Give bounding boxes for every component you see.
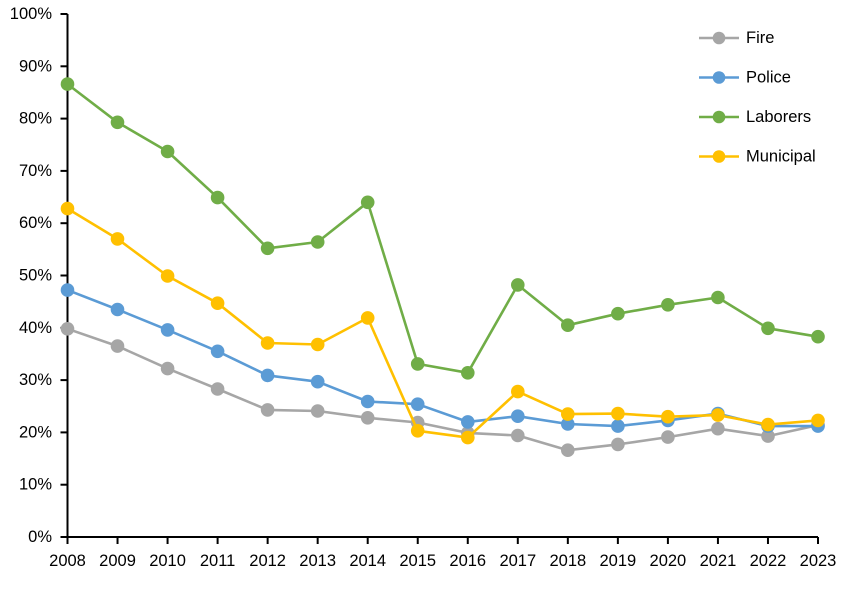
data-point-police-2009: [110, 302, 125, 317]
data-point-police-2008: [60, 283, 75, 297]
x-tick-label: 2019: [600, 552, 637, 570]
data-point-municipal-2013: [310, 337, 325, 352]
data-point-fire-2012: [260, 403, 275, 417]
data-point-municipal-2023: [811, 413, 825, 428]
data-point-municipal-2010: [160, 269, 175, 283]
data-point-municipal-2009: [110, 232, 125, 246]
x-tick-label: 2022: [750, 552, 787, 570]
data-point-laborers-2018: [561, 318, 575, 333]
data-point-police-2018: [561, 417, 575, 431]
y-tick-label: 30%: [19, 371, 52, 389]
legend-label-fire: Fire: [746, 29, 774, 47]
data-point-fire-2020: [661, 430, 675, 444]
data-point-laborers-2010: [160, 144, 175, 159]
data-point-municipal-2015: [410, 424, 425, 438]
legend-marker-fire: [712, 31, 726, 45]
data-point-police-2015: [410, 397, 425, 412]
data-point-municipal-2020: [661, 409, 675, 424]
data-point-police-2017: [511, 409, 525, 424]
data-point-fire-2019: [611, 437, 625, 452]
data-point-laborers-2011: [210, 190, 225, 205]
data-point-municipal-2018: [561, 407, 575, 421]
data-point-fire-2013: [310, 404, 325, 418]
x-tick-label: 2015: [399, 552, 436, 570]
y-tick-label: 40%: [19, 319, 52, 337]
x-tick-label: 2011: [200, 552, 235, 570]
data-point-police-2016: [461, 415, 475, 429]
x-tick-label: 2010: [149, 552, 186, 570]
x-tick-label: 2017: [499, 552, 536, 570]
y-tick-label: 70%: [19, 162, 52, 180]
series-line-police: [66, 288, 820, 428]
data-point-fire-2014: [360, 411, 375, 425]
x-tick-label: 2012: [249, 552, 286, 570]
data-point-municipal-2012: [260, 336, 275, 350]
legend-label-municipal: Municipal: [746, 148, 816, 166]
data-point-laborers-2013: [310, 235, 325, 249]
series-line-municipal: [66, 207, 820, 439]
data-point-laborers-2022: [761, 321, 775, 336]
data-point-laborers-2023: [811, 329, 825, 344]
data-point-fire-2017: [511, 428, 525, 443]
x-tick-label: 2018: [549, 552, 586, 570]
y-tick-label: 0%: [28, 528, 52, 546]
data-point-laborers-2021: [711, 290, 725, 305]
y-tick-label: 80%: [19, 110, 52, 128]
data-point-police-2012: [260, 368, 275, 383]
x-tick-label: 2016: [449, 552, 486, 570]
x-tick-label: 2021: [700, 552, 737, 570]
legend-label-laborers: Laborers: [746, 108, 811, 126]
series-line-fire: [66, 327, 820, 452]
data-point-laborers-2019: [611, 306, 625, 321]
legend-label-police: Police: [746, 69, 791, 87]
data-point-fire-2009: [110, 339, 125, 353]
data-point-fire-2008: [60, 322, 75, 336]
data-point-laborers-2016: [461, 366, 475, 380]
x-tick-label: 2023: [800, 552, 837, 570]
series-line-laborers: [66, 82, 820, 375]
data-point-laborers-2017: [511, 278, 525, 292]
y-tick-label: 20%: [19, 423, 52, 441]
y-tick-label: 60%: [19, 214, 52, 232]
data-point-laborers-2020: [661, 298, 675, 312]
data-point-laborers-2015: [410, 357, 425, 371]
y-tick-label: 100%: [10, 5, 53, 23]
data-point-municipal-2016: [461, 430, 475, 445]
legend-marker-police: [712, 71, 726, 84]
data-point-police-2013: [310, 374, 325, 389]
data-point-municipal-2014: [360, 311, 375, 325]
data-point-fire-2021: [711, 421, 725, 436]
data-point-municipal-2008: [60, 201, 75, 216]
data-point-municipal-2021: [711, 408, 725, 422]
data-point-laborers-2009: [110, 115, 125, 130]
data-point-police-2011: [210, 344, 225, 359]
legend-marker-laborers: [712, 110, 726, 124]
data-point-fire-2018: [561, 443, 575, 458]
y-tick-label: 90%: [19, 57, 52, 75]
y-tick-label: 10%: [19, 476, 52, 494]
data-point-municipal-2011: [210, 296, 225, 311]
data-point-municipal-2022: [761, 417, 775, 432]
data-point-laborers-2014: [360, 195, 375, 210]
x-tick-label: 2009: [99, 552, 136, 570]
data-point-fire-2010: [160, 361, 175, 376]
data-point-fire-2022: [761, 429, 775, 443]
data-point-fire-2011: [210, 382, 225, 396]
x-tick-label: 2020: [650, 552, 687, 570]
x-tick-label: 2014: [349, 552, 386, 570]
data-point-laborers-2012: [260, 241, 275, 256]
data-point-police-2010: [160, 323, 175, 337]
y-tick-label: 50%: [19, 267, 52, 285]
data-point-laborers-2008: [60, 77, 75, 91]
legend-marker-municipal: [712, 150, 726, 163]
x-tick-label: 2013: [299, 552, 336, 570]
data-point-municipal-2019: [611, 406, 625, 421]
x-tick-label: 2008: [49, 552, 86, 570]
data-point-police-2019: [611, 419, 625, 433]
data-point-police-2014: [360, 394, 375, 409]
data-point-municipal-2017: [511, 384, 525, 399]
